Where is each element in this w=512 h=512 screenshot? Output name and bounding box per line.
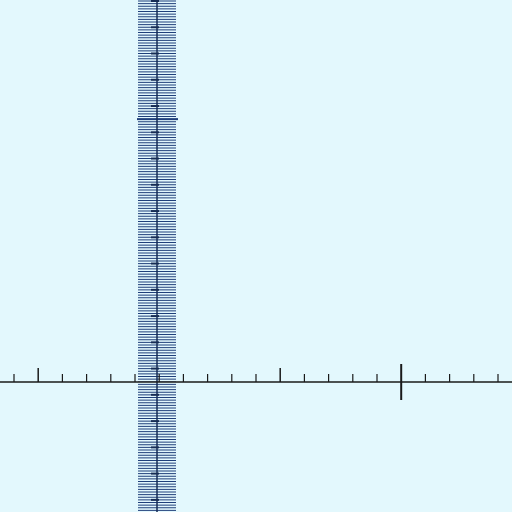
vertical-ruler bbox=[137, 0, 178, 512]
horizontal-axis bbox=[0, 364, 512, 400]
